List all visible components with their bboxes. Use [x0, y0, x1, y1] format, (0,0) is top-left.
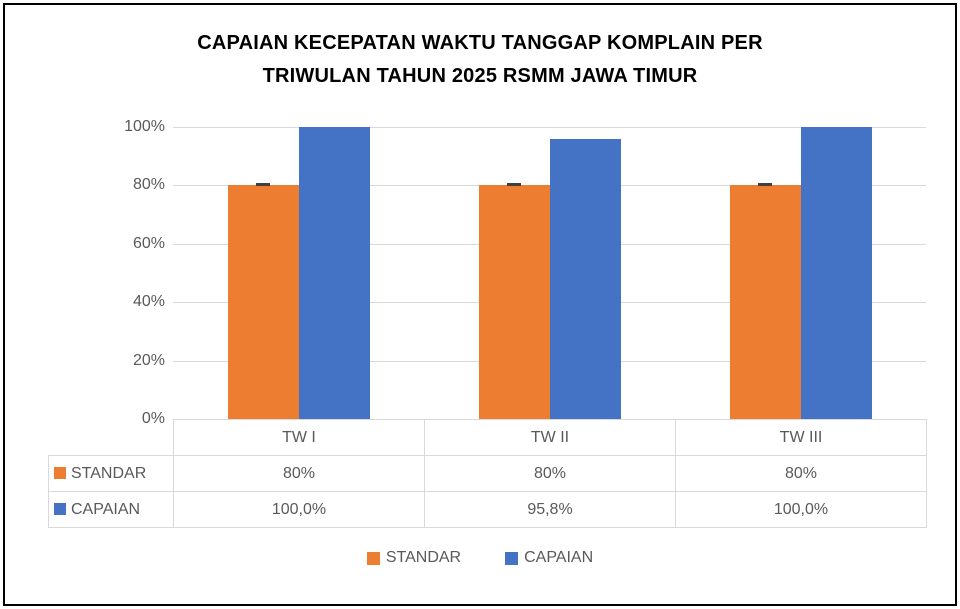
table-cell-capaian-tw-ii: 95,8%: [424, 491, 676, 528]
series-key-swatch-standar: [54, 466, 66, 479]
series-name-standar: STANDAR: [71, 464, 147, 482]
legend-swatch-capaian: [505, 551, 519, 565]
legend-item-capaian: CAPAIAN: [505, 549, 593, 567]
bar-standar-tw-iii: [729, 185, 801, 419]
legend-swatch-standar: [366, 551, 380, 565]
standar-dash-marker-tw-i: [256, 183, 270, 187]
category-label-tw-i: TW I: [173, 419, 425, 456]
table-row-standar: STANDAR 80% 80% 80%: [48, 455, 927, 492]
legend: STANDAR CAPAIAN: [0, 549, 960, 567]
table-cell-standar-tw-iii: 80%: [675, 455, 927, 492]
table-row-capaian: CAPAIAN 100,0% 95,8% 100,0%: [48, 491, 927, 528]
table-header-row: TW I TW II TW III: [49, 419, 927, 456]
table-corner-blank: [49, 420, 174, 456]
gridline-100-: [173, 127, 926, 128]
y-axis-tick-label-0-: 0%: [141, 410, 165, 427]
category-label-tw-iii: TW III: [675, 419, 927, 456]
bar-capaian-tw-i: [298, 127, 370, 419]
bar-capaian-tw-ii: [549, 139, 621, 419]
data-table: TW I TW II TW III STANDAR 80% 80% 80% CAPAIAN 10…: [48, 419, 927, 528]
y-axis-tick-label-100-: 100%: [124, 118, 165, 135]
table-row-header-standar: STANDAR: [48, 455, 174, 492]
table-row-header-capaian: CAPAIAN: [48, 491, 174, 528]
table-cell-capaian-tw-i: 100,0%: [173, 491, 425, 528]
bar-capaian-tw-iii: [800, 127, 872, 419]
table-cell-standar-tw-ii: 80%: [424, 455, 676, 492]
category-label-tw-ii: TW II: [424, 419, 676, 456]
y-axis-tick-label-20-: 20%: [132, 351, 165, 369]
table-cell-capaian-tw-iii: 100,0%: [675, 491, 927, 528]
plot-area: [173, 127, 926, 419]
series-name-capaian: CAPAIAN: [71, 500, 141, 518]
y-axis-tick-label-80-: 80%: [132, 176, 165, 194]
bar-standar-tw-i: [227, 185, 299, 419]
legend-label-capaian: CAPAIAN: [524, 549, 594, 566]
standar-dash-marker-tw-iii: [758, 183, 772, 187]
y-axis-tick-label-60-: 60%: [132, 234, 165, 252]
y-axis-tick-label-40-: 40%: [132, 293, 165, 311]
chart-title: CAPAIAN KECEPATAN WAKTU TANGGAP KOMPLAIN…: [197, 32, 763, 87]
legend-label-standar: STANDAR: [385, 549, 462, 566]
series-key-swatch-capaian: [54, 502, 66, 515]
standar-dash-marker-tw-ii: [507, 183, 521, 187]
legend-item-standar: STANDAR: [366, 549, 462, 567]
table-cell-standar-tw-i: 80%: [173, 455, 425, 492]
chart-border-frame: [3, 3, 957, 606]
bar-standar-tw-ii: [478, 185, 550, 419]
